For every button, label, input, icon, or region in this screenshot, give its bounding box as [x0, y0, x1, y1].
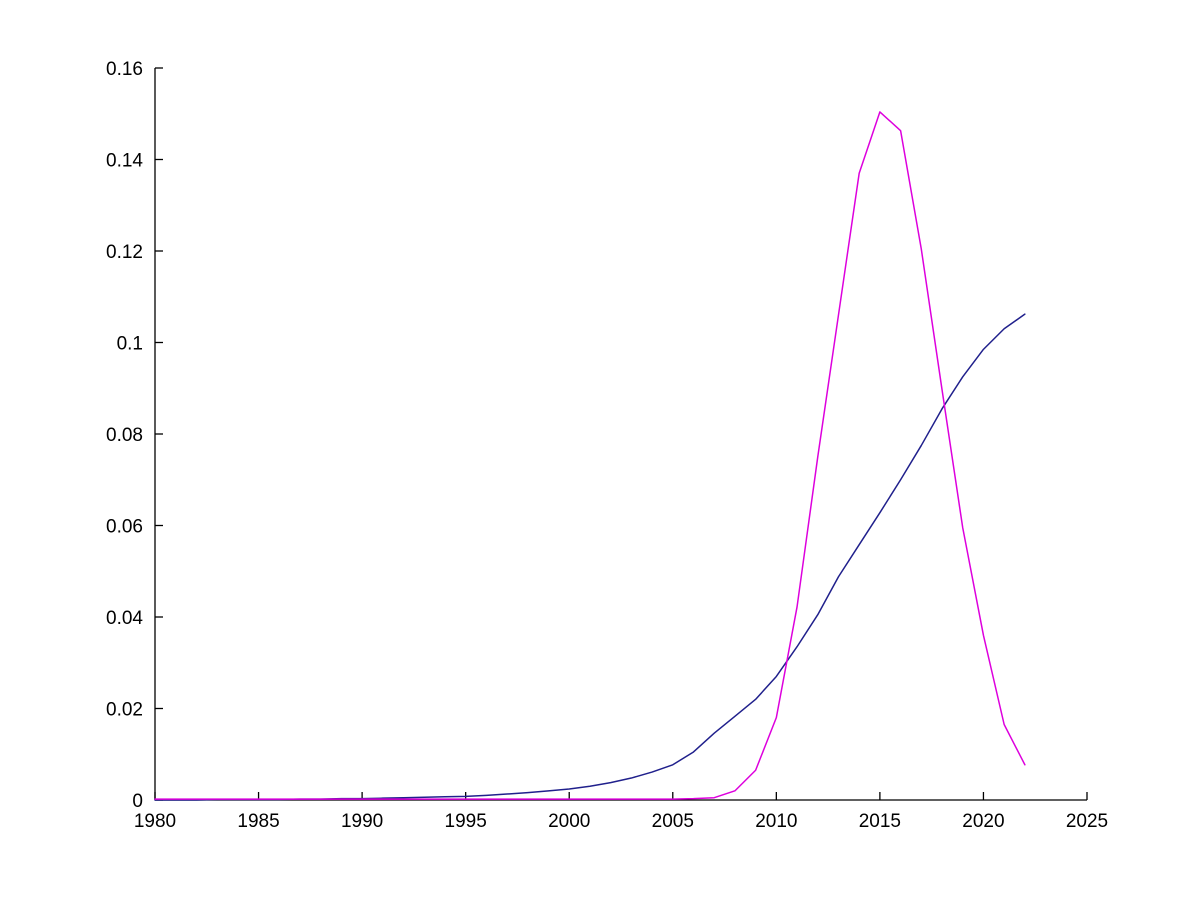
- y-tick-label: 0.1: [117, 334, 143, 355]
- x-tick-label: 2000: [548, 811, 590, 832]
- series-dark-blue-cumulative-curve: [154, 313, 1026, 801]
- y-tick-label: 0.16: [106, 59, 143, 80]
- y-tick-label: 0.12: [106, 242, 143, 263]
- y-tick-label: 0.02: [106, 700, 143, 721]
- x-tick-label: 2025: [1066, 811, 1108, 832]
- y-tick-label: 0.14: [106, 151, 143, 172]
- x-tick-label: 2020: [962, 811, 1004, 832]
- y-tick-label: 0.08: [106, 425, 143, 446]
- y-tick-label: 0: [132, 791, 143, 812]
- x-tick-label: 1995: [445, 811, 487, 832]
- x-tick-label: 1990: [341, 811, 383, 832]
- x-tick-label: 2015: [859, 811, 901, 832]
- x-tick-label: 2010: [755, 811, 797, 832]
- y-tick-label: 0.04: [106, 608, 143, 629]
- x-tick-label: 2005: [652, 811, 694, 832]
- y-tick-label: 0.06: [106, 517, 143, 538]
- x-tick-label: 1985: [237, 811, 279, 832]
- series-magenta-bell-curve: [154, 111, 1026, 800]
- x-tick-label: 1980: [134, 811, 176, 832]
